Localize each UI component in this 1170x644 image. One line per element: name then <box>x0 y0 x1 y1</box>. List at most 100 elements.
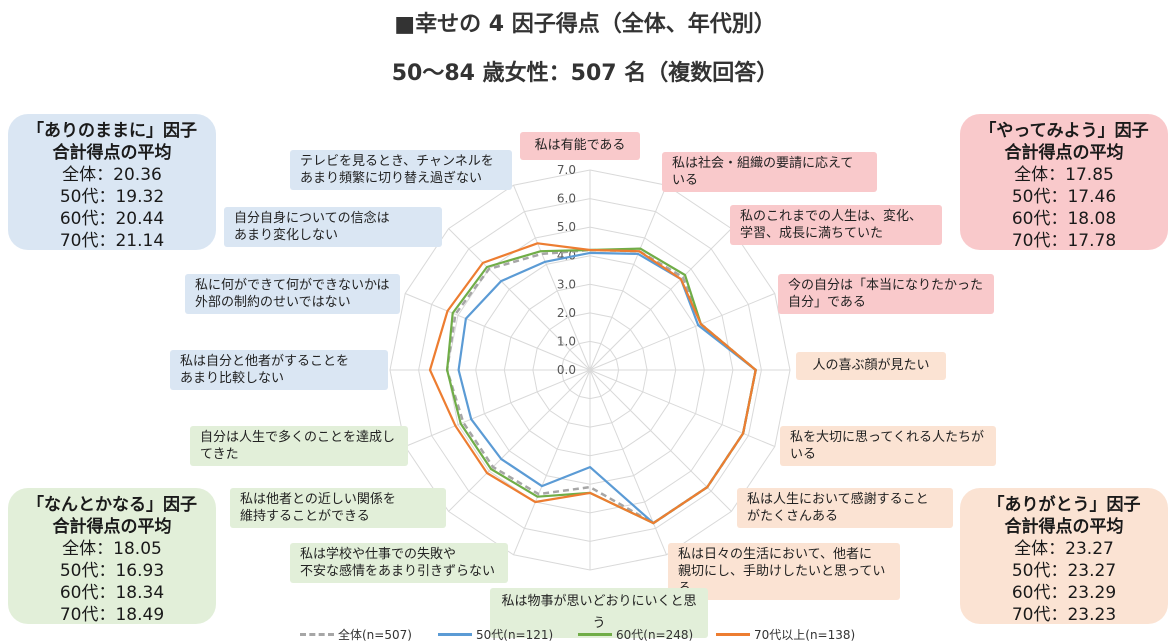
grid-spoke <box>405 293 591 371</box>
category-label-line: 私は有能である <box>534 138 626 153</box>
factor-score-all: 全体：18.05 <box>62 539 162 559</box>
category-label: 私のこれまでの人生は、変化、 学習、成長に満ちていた <box>730 205 942 245</box>
factor-name: 「やってみよう」因子 <box>979 121 1149 141</box>
category-label-line: 私は物事が思いどおりにいくと思う <box>501 594 697 631</box>
grid-spoke <box>589 228 732 371</box>
factor-score-all: 全体：23.27 <box>1014 539 1114 559</box>
category-label-line: 私は他者との近しい関係を <box>240 492 396 507</box>
category-label-line: テレビを見るとき、チャンネルを <box>300 154 494 169</box>
legend-label: 60代(n=248) <box>616 628 694 642</box>
category-label: 私は自分と他者がすることを あまり比較しない <box>170 350 388 390</box>
category-label-line: 私は自分と他者がすることを <box>180 354 350 369</box>
factor-score-70s: 70代：18.49 <box>59 605 165 625</box>
factor-score-70s: 70代：17.78 <box>1011 231 1117 251</box>
grid-spoke <box>589 185 667 371</box>
series-line <box>457 251 757 525</box>
factor-score-all: 全体：20.36 <box>62 165 162 185</box>
factor-subtitle: 合計得点の平均 <box>52 143 172 163</box>
factor-score-50s: 50代：16.93 <box>59 561 165 581</box>
factor-box-arigatou: 「ありがとう」因子 合計得点の平均 全体：23.27 50代：23.27 60代… <box>960 488 1168 625</box>
legend-label: 全体(n=507) <box>338 628 412 642</box>
category-label-line: あまり比較しない <box>180 371 285 386</box>
category-label-line: 外部の制約のせいではない <box>195 295 351 310</box>
category-label-line: 親切にし、手助けしたいと思っている <box>678 564 886 596</box>
factor-name: 「なんとかなる」因子 <box>27 495 197 515</box>
legend-swatch <box>438 633 472 636</box>
factor-score-60s: 60代：18.08 <box>1011 209 1117 229</box>
category-label-line: 維持することができる <box>240 509 370 524</box>
legend-swatch <box>300 633 334 636</box>
tick-label: 7.0 <box>557 163 576 177</box>
category-label-line: 人の喜ぶ顔が見たい <box>812 358 930 373</box>
factor-subtitle: 合計得点の平均 <box>1004 517 1124 537</box>
category-label-line: 私は社会・組織の要請に応えて <box>672 156 854 171</box>
category-label: 自分自身についての信念は あまり変化しない <box>224 207 442 247</box>
factor-subtitle: 合計得点の平均 <box>1004 143 1124 163</box>
category-label: 今の自分は「本当になりたかった 自分」である <box>778 274 994 314</box>
tick-label: 3.0 <box>557 277 576 291</box>
category-label-line: 私に何ができて何ができないかは <box>195 278 390 293</box>
category-label-line: 私を大切に思ってくれる人たちが <box>790 430 984 445</box>
category-label-line: 自分は人生で多くのことを達成し <box>200 430 396 445</box>
category-label: 自分は人生で多くのことを達成し てきた <box>190 426 408 466</box>
factor-box-arinomama: 「ありのままに」因子 合計得点の平均 全体：20.36 50代：19.32 60… <box>8 114 216 251</box>
category-label-line: 学習、成長に満ちていた <box>740 226 884 241</box>
tick-label: 2.0 <box>557 306 576 320</box>
legend-item-70s: 70代以上(n=138) <box>716 626 855 643</box>
tick-label: 5.0 <box>557 220 576 234</box>
category-label-line: 私のこれまでの人生は、変化、 <box>740 209 923 224</box>
category-label: 私は他者との近しい関係を 維持することができる <box>230 488 446 528</box>
grid-spoke <box>589 293 775 371</box>
factor-score-60s: 60代：18.34 <box>59 583 165 603</box>
factor-score-50s: 50代：23.27 <box>1011 561 1117 581</box>
legend-swatch <box>578 633 612 636</box>
category-label-line: いる <box>672 173 699 188</box>
page-title: ■幸せの 4 因子得点（全体、年代別） <box>394 12 776 37</box>
category-label-line: 私は学校や仕事での失敗や <box>300 547 457 562</box>
category-label: テレビを見るとき、チャンネルを あまり頻繁に切り替え過ぎない <box>290 150 512 190</box>
legend-item-all: 全体(n=507) <box>300 626 412 643</box>
grid-spoke <box>589 369 667 555</box>
category-label-line: あまり変化しない <box>234 228 339 243</box>
category-label: 人の喜ぶ顔が見たい <box>796 352 946 380</box>
category-label-line: 不安な感情をあまり引きずらない <box>300 564 496 579</box>
grid-spoke <box>513 185 591 371</box>
factor-name: 「ありがとう」因子 <box>987 495 1141 515</box>
category-label: 私は社会・組織の要請に応えて いる <box>662 152 877 192</box>
legend-item-60s: 60代(n=248) <box>578 626 693 643</box>
category-label-line: あまり頻繁に切り替え過ぎない <box>300 171 483 186</box>
legend-item-50s: 50代(n=121) <box>438 626 553 643</box>
category-label-line: 自分自身についての信念は <box>234 211 390 226</box>
grid-spoke <box>448 369 591 512</box>
factor-score-all: 全体：17.85 <box>1014 165 1114 185</box>
category-label-line: 私は日々の生活において、他者に <box>678 547 872 562</box>
tick-label: 1.0 <box>557 334 576 348</box>
tick-label: 0.0 <box>557 363 576 377</box>
factor-score-60s: 60代：20.44 <box>59 209 165 229</box>
factor-score-70s: 70代：23.23 <box>1011 605 1117 625</box>
category-label: 私は有能である <box>520 132 640 160</box>
factor-score-50s: 50代：19.32 <box>59 187 165 207</box>
tick-label: 6.0 <box>557 192 576 206</box>
category-label-line: がたくさんある <box>747 509 839 524</box>
category-label-line: 自分」である <box>788 295 866 310</box>
grid-spoke <box>513 369 591 555</box>
category-label: 私は学校や仕事での失敗や不安な感情をあまり引きずらない <box>290 543 508 583</box>
factor-score-50s: 50代：17.46 <box>1011 187 1117 207</box>
category-label-line: てきた <box>200 447 239 462</box>
category-label-line: 今の自分は「本当になりたかった <box>788 278 984 293</box>
page-subtitle: 50～84 歳女性：507 名（複数回答） <box>391 61 779 86</box>
legend-label: 50代(n=121) <box>476 628 554 642</box>
category-label-line: 私は人生において感謝すること <box>747 492 929 507</box>
category-label: 私に何ができて何ができないかは 外部の制約のせいではない <box>185 274 400 314</box>
factor-subtitle: 合計得点の平均 <box>52 517 172 537</box>
factor-score-70s: 70代：21.14 <box>59 231 165 251</box>
legend-label: 70代以上(n=138) <box>754 628 856 642</box>
factor-box-yattemiyou: 「やってみよう」因子 合計得点の平均 全体：17.85 50代：17.46 60… <box>960 114 1168 251</box>
series-line <box>428 242 757 525</box>
grid-spoke <box>589 369 732 512</box>
factor-name: 「ありのままに」因子 <box>27 121 197 141</box>
factor-box-nantokanaru: 「なんとかなる」因子 合計得点の平均 全体：18.05 50代：16.93 60… <box>8 488 216 625</box>
category-label: 私は物事が思いどおりにいくと思う <box>490 588 708 638</box>
